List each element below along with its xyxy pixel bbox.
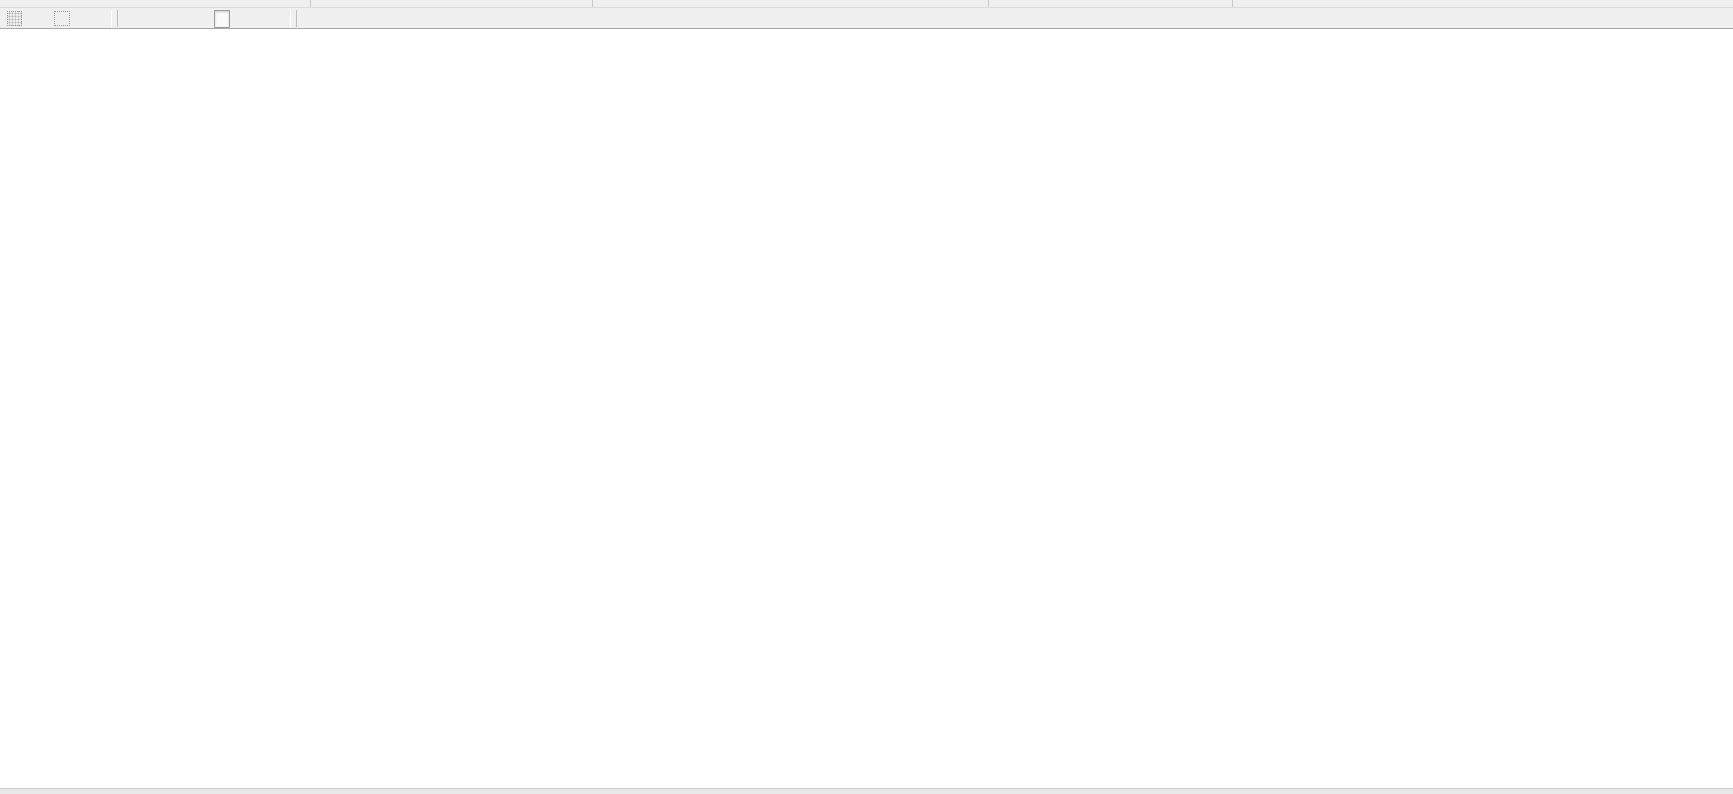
toolbar-separator <box>290 10 297 27</box>
tf-button-m5[interactable] <box>142 10 158 28</box>
macd-indicator-panel[interactable] <box>0 531 1733 669</box>
text-box-glyph <box>54 11 70 26</box>
main-price-chart[interactable] <box>0 29 1733 531</box>
toolbar-separator <box>1232 0 1233 7</box>
tf-button-m15[interactable] <box>160 10 176 28</box>
tf-button-h4[interactable] <box>214 9 230 28</box>
toolbar-separator <box>592 0 593 7</box>
chart-title <box>10 35 21 49</box>
tf-button-h1[interactable] <box>196 10 212 28</box>
chart-area <box>0 28 1733 789</box>
toolbar-separator <box>111 10 118 27</box>
grip-pattern <box>6 11 22 26</box>
cutoff-toolbar-strip <box>0 0 1733 8</box>
time-axis[interactable] <box>0 767 1733 789</box>
tf-button-w1[interactable] <box>250 10 266 28</box>
text-label-icon[interactable] <box>28 10 48 27</box>
rsi-indicator-panel[interactable] <box>0 669 1733 767</box>
window-bottom-edge <box>0 788 1733 794</box>
tf-button-m1[interactable] <box>124 10 140 28</box>
grip-pattern-f-icon[interactable] <box>4 10 24 27</box>
cursor-mode-icon[interactable] <box>76 10 106 27</box>
tf-button-mn[interactable] <box>268 10 284 28</box>
toolbar-separator <box>988 0 989 7</box>
toolbar-separator <box>310 0 311 7</box>
text-box-icon[interactable] <box>52 10 72 27</box>
timeframes-toolbar <box>0 8 1733 30</box>
tf-button-m30[interactable] <box>178 10 194 28</box>
tf-button-d1[interactable] <box>232 10 248 28</box>
